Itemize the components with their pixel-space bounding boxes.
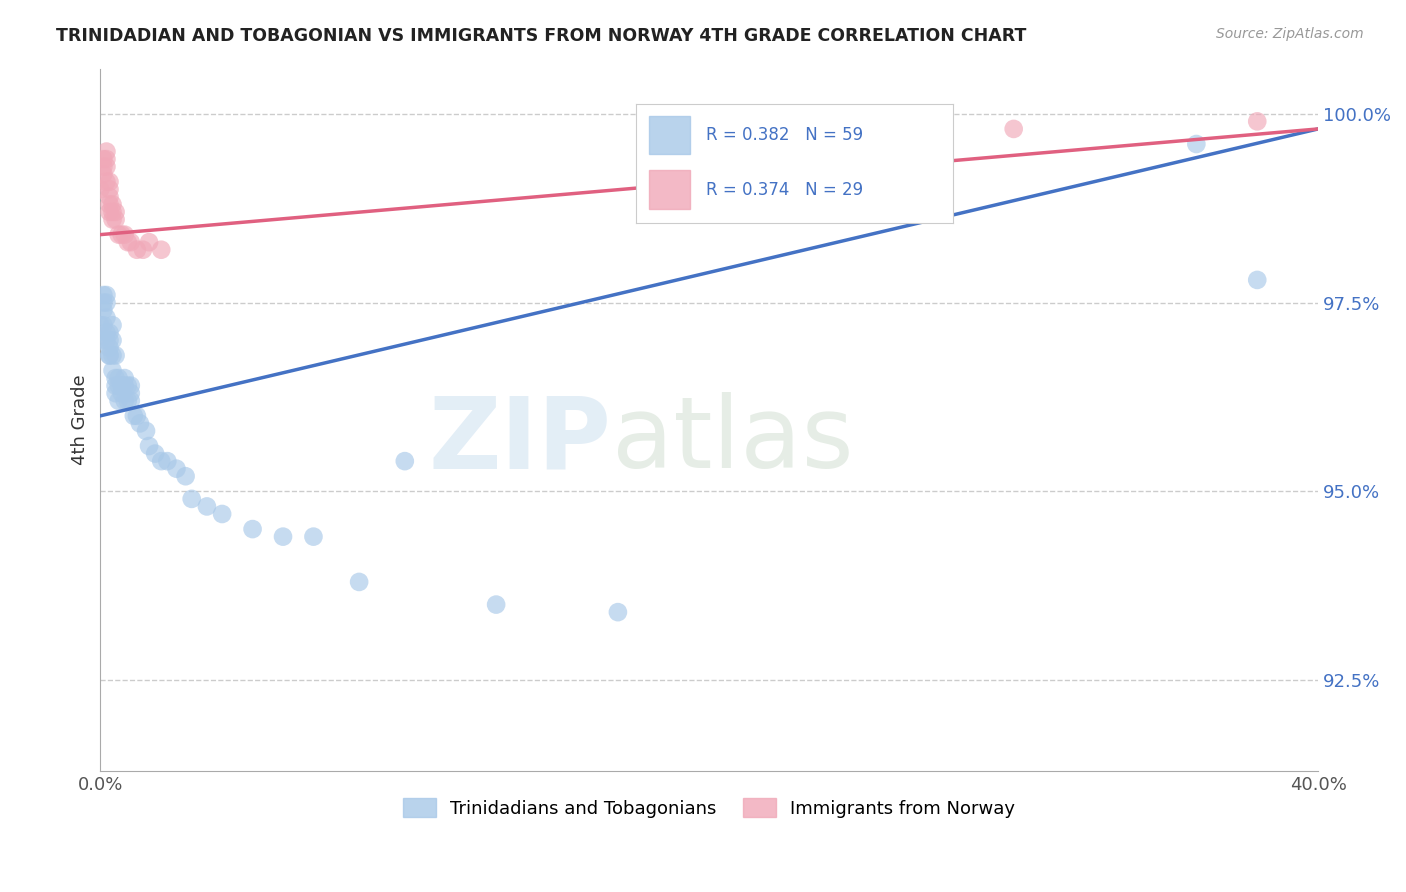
Point [93, 318, 115, 333]
Point [101, 212, 124, 227]
Point [120, 386, 142, 401]
Point [135, 424, 157, 438]
Point [98, 182, 121, 196]
Point [101, 363, 124, 377]
Point [138, 235, 160, 249]
Point [129, 417, 152, 431]
Point [107, 371, 129, 385]
Point [98, 326, 121, 340]
Point [104, 212, 127, 227]
Point [104, 378, 127, 392]
Point [166, 461, 188, 475]
Point [174, 469, 197, 483]
Text: atlas: atlas [612, 392, 853, 489]
Point [114, 371, 136, 385]
Point [150, 454, 173, 468]
Point [98, 175, 121, 189]
Point [93, 303, 115, 318]
Point [302, 530, 325, 544]
Point [606, 605, 628, 619]
Point [101, 334, 124, 348]
Point [104, 205, 127, 219]
Point [98, 348, 121, 362]
Point [98, 205, 121, 219]
Point [96, 310, 118, 325]
Point [156, 454, 179, 468]
Point [101, 318, 124, 333]
Point [96, 145, 118, 159]
Point [143, 447, 166, 461]
Point [117, 378, 139, 392]
Legend: Trinidadians and Tobagonians, Immigrants from Norway: Trinidadians and Tobagonians, Immigrants… [396, 791, 1022, 825]
Point [96, 326, 118, 340]
Point [125, 409, 148, 423]
Point [1002, 122, 1025, 136]
Point [1185, 136, 1208, 151]
Point [111, 386, 134, 401]
Point [89, 318, 111, 333]
Point [180, 491, 202, 506]
Point [96, 175, 118, 189]
Point [111, 227, 134, 242]
Point [96, 288, 118, 302]
Point [125, 243, 148, 257]
Point [93, 167, 115, 181]
Point [93, 288, 115, 302]
Point [242, 522, 264, 536]
Point [98, 341, 121, 355]
Point [485, 598, 508, 612]
Point [107, 393, 129, 408]
Point [1246, 273, 1268, 287]
Text: Source: ZipAtlas.com: Source: ZipAtlas.com [1216, 27, 1364, 41]
Point [111, 378, 134, 392]
Point [347, 574, 370, 589]
Point [122, 409, 145, 423]
Point [98, 190, 121, 204]
Point [93, 295, 115, 310]
Point [96, 295, 118, 310]
Point [104, 371, 127, 385]
Point [98, 197, 121, 211]
Point [104, 386, 127, 401]
Point [104, 348, 127, 362]
Point [101, 348, 124, 362]
Point [107, 227, 129, 242]
Point [101, 197, 124, 211]
Point [117, 235, 139, 249]
Point [96, 152, 118, 166]
Point [114, 227, 136, 242]
Point [93, 160, 115, 174]
Text: ZIP: ZIP [429, 392, 612, 489]
Point [98, 348, 121, 362]
Point [114, 378, 136, 392]
Point [89, 182, 111, 196]
Point [150, 243, 173, 257]
Point [89, 334, 111, 348]
Point [101, 205, 124, 219]
Point [132, 243, 155, 257]
Point [96, 334, 118, 348]
Point [93, 152, 115, 166]
Point [1246, 114, 1268, 128]
Point [107, 378, 129, 392]
Point [120, 378, 142, 392]
Point [117, 393, 139, 408]
Point [271, 530, 294, 544]
Point [98, 334, 121, 348]
Point [195, 500, 218, 514]
Y-axis label: 4th Grade: 4th Grade [72, 375, 89, 465]
Point [138, 439, 160, 453]
Point [96, 160, 118, 174]
Point [120, 235, 142, 249]
Text: TRINIDADIAN AND TOBAGONIAN VS IMMIGRANTS FROM NORWAY 4TH GRADE CORRELATION CHART: TRINIDADIAN AND TOBAGONIAN VS IMMIGRANTS… [56, 27, 1026, 45]
Point [394, 454, 416, 468]
Point [120, 393, 142, 408]
Point [211, 507, 233, 521]
Point [114, 393, 136, 408]
